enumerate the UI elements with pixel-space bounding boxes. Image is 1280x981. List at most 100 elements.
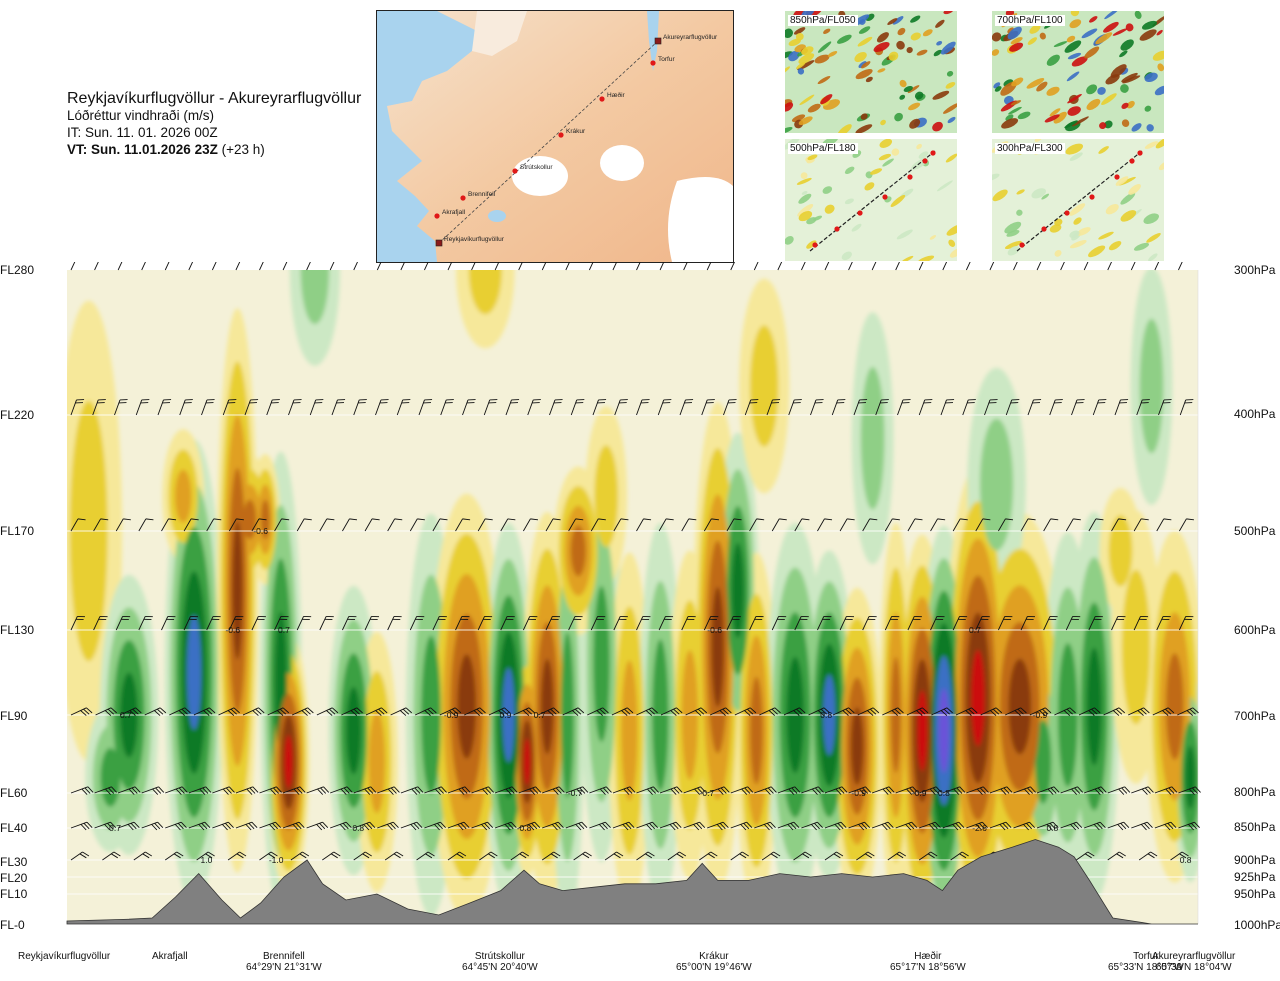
- wind-barb: [1020, 518, 1036, 532]
- wind-barb: [801, 262, 808, 271]
- field-blob: [824, 204, 835, 214]
- field-blob: [1029, 24, 1041, 34]
- field-blob: [1001, 118, 1019, 129]
- wind-barb: [636, 821, 659, 831]
- thumbnail-500[interactable]: 500hPa/FL180: [783, 136, 964, 264]
- wind-barb: [353, 262, 361, 271]
- wind-barb: [871, 786, 895, 795]
- field-blob: [909, 118, 921, 129]
- field-blob: [837, 34, 852, 44]
- wind-barb: [1154, 821, 1177, 831]
- wind-barb: [611, 707, 634, 716]
- waypoint-marker: [599, 96, 605, 102]
- field-blob: [947, 116, 956, 124]
- wind-barb: [636, 786, 659, 795]
- field-blob: [1105, 204, 1119, 215]
- wind-barb: [494, 786, 518, 795]
- waypoint-label: Hæðir: [607, 91, 626, 99]
- thumbnail-700[interactable]: 700hPa/FL100: [991, 8, 1169, 133]
- contour-band: [711, 586, 724, 708]
- field-blob: [844, 166, 855, 175]
- wind-barb: [188, 786, 212, 795]
- wind-barb: [683, 262, 690, 271]
- wind-barb: [761, 851, 781, 861]
- wind-barb: [1133, 518, 1149, 532]
- field-blob: [817, 75, 831, 85]
- field-blob: [858, 26, 871, 34]
- cross-section-plot[interactable]: 0.7 0.7 1.0 -0.6 -0.6 0.7 -1.0 0.8 -0.9 0.9 0.7 -0.…: [0, 262, 1230, 942]
- level-label: FL-0: [0, 918, 25, 932]
- waypoint-marker: [1129, 158, 1135, 164]
- wind-barb: [1029, 707, 1052, 716]
- contour-band: [917, 690, 928, 772]
- field-blob: [1010, 100, 1022, 106]
- contour-value-label: 0.7: [278, 625, 290, 635]
- contour-band: [750, 325, 779, 447]
- wind-barb: [342, 518, 358, 532]
- contour-band: [594, 445, 618, 548]
- wind-barb: [390, 707, 413, 716]
- wind-barb: [157, 399, 172, 416]
- field-blob: [844, 198, 854, 205]
- field-blob: [1069, 240, 1087, 249]
- wind-barb: [565, 786, 589, 795]
- waypoint-marker: [460, 195, 466, 201]
- contour-value-label: -0.6: [707, 625, 722, 635]
- wind-barb: [353, 786, 377, 795]
- wind-barb: [723, 399, 737, 416]
- wind-barb: [117, 786, 141, 795]
- field-blob: [1120, 210, 1137, 222]
- wind-barb: [667, 851, 687, 861]
- wind-barb: [505, 399, 520, 416]
- field-blob: [1017, 111, 1031, 120]
- wind-barb: [464, 707, 486, 716]
- wind-barb: [1005, 399, 1020, 416]
- field-blob: [1016, 209, 1023, 216]
- contour-band: [938, 688, 950, 773]
- wind-barb: [282, 786, 306, 795]
- wind-barb: [966, 786, 989, 795]
- thumbnail-850[interactable]: 850hPa/FL050: [778, 5, 960, 137]
- wind-barb: [1054, 707, 1076, 716]
- wind-barb: [400, 786, 424, 795]
- wind-barb: [409, 518, 425, 532]
- contour-value-label: 0.7: [969, 625, 981, 635]
- contour-value-label: -1.0: [269, 855, 284, 865]
- wind-barb: [636, 615, 651, 631]
- wind-barb: [930, 615, 945, 631]
- wind-barb: [659, 262, 667, 271]
- wind-barb: [862, 518, 878, 532]
- field-blob: [1148, 253, 1158, 262]
- wind-barb: [810, 399, 824, 416]
- wind-barb: [259, 821, 282, 831]
- wind-barb: [980, 707, 1003, 716]
- wind-barb: [658, 615, 674, 631]
- wind-barb: [965, 262, 973, 271]
- wind-barb: [364, 518, 380, 532]
- field-blob: [806, 240, 817, 249]
- contour-band: [541, 658, 554, 755]
- field-blob: [1031, 188, 1047, 199]
- wind-barb: [657, 399, 672, 416]
- contour-value-label: 0.9: [500, 710, 512, 720]
- level-label: FL40: [0, 821, 28, 835]
- wind-barb: [940, 399, 955, 416]
- field-blob: [801, 191, 808, 195]
- wind-barb: [259, 786, 282, 795]
- waypoint-label: Krákur: [566, 128, 586, 135]
- field-blob: [788, 50, 800, 62]
- wind-barb: [895, 821, 918, 831]
- wind-barb: [1156, 615, 1171, 631]
- waypoint-marker: [1019, 242, 1025, 248]
- field-blob: [1146, 124, 1154, 132]
- wind-barb: [228, 518, 244, 532]
- route-overview-map[interactable]: Akureyrarflugvöllur Torfur Hæðir Krákur Strú…: [376, 10, 734, 263]
- wind-barb: [242, 707, 265, 716]
- pressure-label: 950hPa: [1234, 887, 1276, 901]
- waypoint-marker: [1089, 194, 1095, 200]
- wind-barb: [907, 518, 923, 532]
- level-label: FL60: [0, 786, 28, 800]
- waypoint-label: Akureyrarflugvöllur: [663, 34, 718, 41]
- waypoint-marker: [907, 174, 913, 180]
- thumbnail-300[interactable]: 300hPa/FL300: [984, 136, 1171, 262]
